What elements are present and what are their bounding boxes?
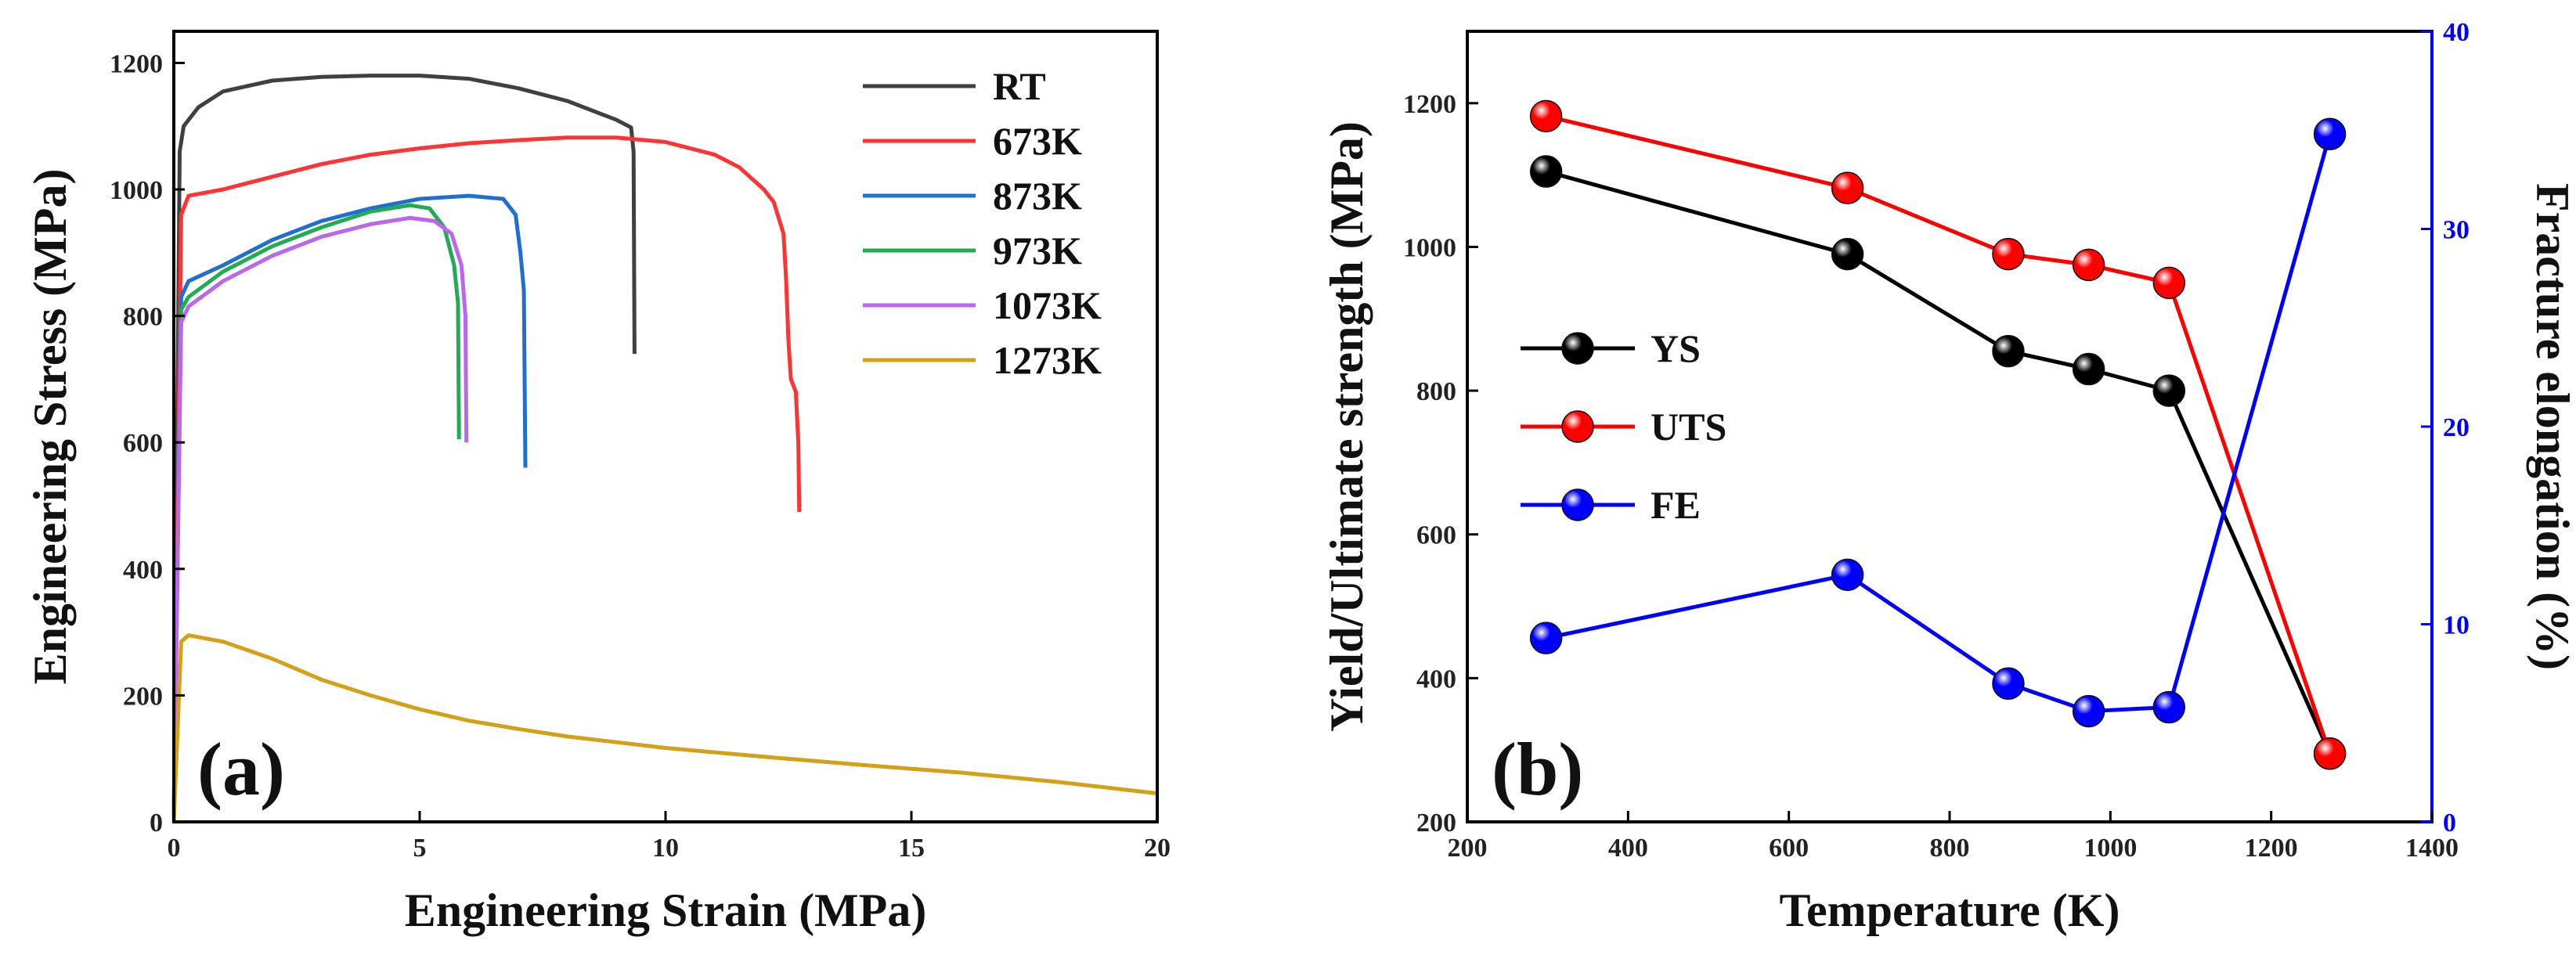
- legend-label-rt: RT: [993, 64, 1046, 108]
- panel-b-x-axis-title: Temperature (K): [1780, 885, 2120, 936]
- data-point-ys: [2152, 374, 2186, 407]
- data-point-uts: [1831, 171, 1864, 204]
- x-tick-label: 5: [413, 834, 427, 863]
- data-point-uts: [2072, 248, 2105, 282]
- y-tick-label: 0: [150, 809, 163, 838]
- panel-b-y-axis-title: Yield/Ultimate strength (MPa): [1321, 121, 1373, 732]
- legend-marker-ys: [1561, 332, 1594, 365]
- y-tick-label: 200: [123, 682, 163, 711]
- x-tick-label: 20: [1144, 834, 1171, 863]
- legend-label-uts: UTS: [1651, 405, 1726, 449]
- data-point-uts: [1992, 237, 2025, 271]
- panel-b-y2-axis-title: Fracture elongation (%): [2527, 183, 2576, 670]
- legend-label-fe: FE: [1651, 483, 1701, 527]
- legend-label-973k: 973K: [993, 229, 1082, 272]
- y-tick-label: 1000: [1403, 233, 1456, 262]
- series-line-1273k: [171, 633, 1158, 823]
- data-point-ys: [1992, 334, 2025, 368]
- panel-a-stress-strain: 0 5 10 15 20 0 200 400 600 800 1000 1200 RT 673K 873…: [24, 30, 1171, 936]
- series-line-873k: [171, 193, 528, 823]
- x-tick-label: 15: [898, 834, 925, 863]
- y-tick-label: 400: [123, 556, 163, 585]
- legend-label-1273k: 1273K: [993, 338, 1102, 382]
- x-tick-label: 1000: [2084, 834, 2137, 863]
- panel-a-x-axis-title: Engineering Strain (MPa): [405, 885, 927, 936]
- x-tick-label: 1200: [2245, 834, 2298, 863]
- data-point-uts: [2152, 266, 2186, 300]
- data-point-uts: [1529, 99, 1563, 133]
- legend-label-873k: 873K: [993, 174, 1082, 218]
- series-line-1073k: [171, 215, 469, 823]
- data-point-ys: [2072, 352, 2105, 386]
- data-point-fe: [1831, 558, 1864, 592]
- data-point-fe: [1529, 622, 1563, 654]
- panel-a-y-axis-title: Engineering Stress (MPa): [24, 169, 76, 685]
- x-tick-label: 10: [652, 834, 679, 863]
- data-point-fe: [2313, 117, 2347, 151]
- y2-tick-label: 30: [2443, 216, 2470, 245]
- y2-tick-label: 40: [2443, 18, 2470, 47]
- x-tick-label: 800: [1930, 834, 1970, 863]
- legend-marker-fe: [1561, 488, 1594, 521]
- data-point-fe: [2072, 694, 2105, 728]
- panel-a-label: (a): [197, 727, 285, 811]
- data-point-ys: [1831, 237, 1864, 271]
- y2-tick-label: 20: [2443, 413, 2470, 442]
- legend-label-673k: 673K: [993, 119, 1082, 163]
- data-point-fe: [2152, 690, 2186, 724]
- y-tick-label: 800: [123, 303, 163, 332]
- y2-tick-label: 10: [2443, 611, 2470, 640]
- y-tick-label: 600: [123, 429, 163, 458]
- y2-tick-label: 0: [2443, 809, 2456, 838]
- y-tick-label: 800: [1416, 377, 1456, 406]
- y-tick-label: 400: [1416, 665, 1456, 694]
- x-tick-label: 200: [1448, 834, 1488, 863]
- legend-label-1073k: 1073K: [993, 283, 1102, 327]
- legend-label-ys: YS: [1651, 326, 1701, 370]
- data-point-uts: [2313, 737, 2347, 770]
- panel-b-label: (b): [1492, 727, 1583, 811]
- y-tick-label: 200: [1416, 809, 1456, 838]
- series-line-ys: [1545, 169, 2332, 755]
- y-tick-label: 1200: [1403, 90, 1456, 119]
- series-line-673k: [171, 135, 802, 823]
- panel-b-strength-vs-temperature: 200 400 600 800 1000 1200 1400 200400600800100…: [1321, 18, 2576, 936]
- y-tick-label: 1000: [110, 176, 163, 205]
- data-point-fe: [1992, 667, 2025, 700]
- series-line-fe: [1546, 133, 2332, 714]
- y-tick-label: 600: [1416, 521, 1456, 550]
- data-point-ys: [1529, 155, 1563, 188]
- legend-marker-uts: [1561, 410, 1594, 443]
- series-line-973k: [171, 203, 461, 823]
- series-line-uts: [1546, 113, 2332, 755]
- series-line-rt: [171, 74, 637, 823]
- x-tick-label: 400: [1608, 834, 1648, 863]
- x-tick-label: 1400: [2405, 834, 2459, 863]
- y-tick-label: 1200: [110, 49, 163, 78]
- x-tick-label: 0: [168, 834, 181, 863]
- x-tick-label: 600: [1769, 834, 1809, 863]
